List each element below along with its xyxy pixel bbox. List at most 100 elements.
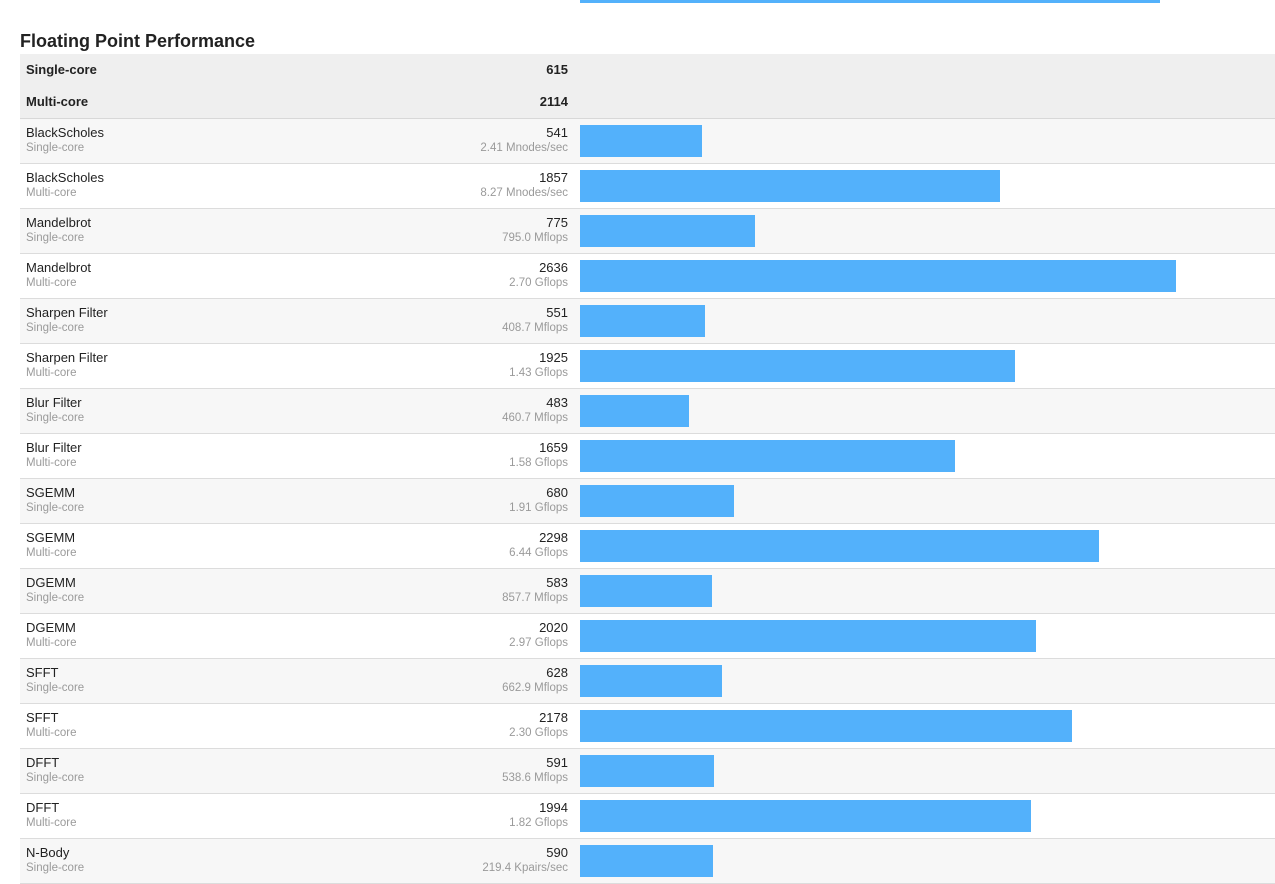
section-title: Floating Point Performance [20,31,256,51]
benchmark-row: Blur Filter Single-core 483 460.7 Mflops [20,389,1275,434]
benchmark-rate: 795.0 Mflops [502,232,568,244]
benchmark-score: 628 [546,665,568,680]
benchmark-score: 1925 [539,350,568,365]
benchmark-rate: 6.44 Gflops [509,547,568,559]
benchmark-mode: Single-core [26,142,85,154]
benchmark-score: 590 [546,845,568,860]
summary-label: Single-core [26,62,97,77]
benchmark-row: DFFT Single-core 591 538.6 Mflops [20,749,1275,794]
benchmark-mode: Single-core [26,322,85,334]
benchmark-score: 2178 [539,710,568,725]
score-bar [580,575,712,607]
benchmark-rate: 2.41 Mnodes/sec [480,142,568,154]
benchmark-score: 1659 [539,440,568,455]
benchmark-row: Sharpen Filter Single-core 551 408.7 Mflops [20,299,1275,344]
score-bar [580,0,1160,3]
benchmark-rate: 1.91 Gflops [509,502,568,514]
benchmark-mode: Single-core [26,412,85,424]
benchmark-mode: Single-core [26,682,85,694]
benchmark-rate: 2.70 Gflops [509,277,568,289]
benchmark-score: 551 [546,305,568,320]
summary-row-multi-core: Multi-core 2114 [20,86,1275,118]
benchmark-name: DGEMM [26,620,76,635]
benchmark-mode: Multi-core [26,277,77,289]
benchmark-score: 1857 [539,170,568,185]
benchmark-name: Blur Filter [26,395,82,410]
benchmark-row: DGEMM Single-core 583 857.7 Mflops [20,569,1275,614]
benchmark-rate: 662.9 Mflops [502,682,568,694]
summary-label: Multi-core [26,94,89,109]
benchmark-rate: 460.7 Mflops [502,412,568,424]
benchmark-row: Mandelbrot Multi-core 2636 2.70 Gflops [20,254,1275,299]
benchmark-rate: 219.4 Kpairs/sec [482,862,568,874]
benchmark-rate: 1.43 Gflops [509,367,568,379]
benchmark-mode: Single-core [26,592,85,604]
benchmark-score: 1994 [539,800,568,815]
benchmark-mode: Multi-core [26,187,77,199]
benchmark-rate: 408.7 Mflops [502,322,568,334]
benchmark-rate: 538.6 Mflops [502,772,568,784]
score-bar [580,530,1100,562]
benchmark-score: 591 [546,755,568,770]
benchmark-row: BlackScholes Single-core 541 2.41 Mnodes/se… [20,119,1275,164]
benchmark-rate: 1.82 Gflops [509,817,568,829]
benchmark-name: DGEMM [26,575,76,590]
benchmark-name: SFFT [26,710,59,725]
benchmark-name: BlackScholes [26,170,105,185]
summary-row-single-core: Single-core 615 [20,54,1275,86]
benchmark-name: BlackScholes [26,125,105,140]
benchmark-name: N-Body [26,845,70,860]
benchmark-score: 2298 [539,530,568,545]
benchmark-mode: Single-core [26,862,85,874]
benchmark-row: SGEMM Single-core 680 1.91 Gflops [20,479,1275,524]
benchmark-rate: 2.97 Gflops [509,637,568,649]
benchmark-row: Sharpen Filter Multi-core 1925 1.43 Gflops [20,344,1275,389]
score-bar [580,350,1015,382]
benchmark-score: 2636 [539,260,568,275]
benchmark-row: BlackScholes Multi-core 1857 8.27 Mnodes/se… [20,164,1275,209]
score-bar [580,125,703,157]
benchmark-score: 541 [546,125,568,140]
benchmark-name: Sharpen Filter [26,305,108,320]
score-bar [580,215,756,247]
benchmark-row: Mandelbrot Single-core 775 795.0 Mflops [20,209,1275,254]
score-bar [580,710,1073,742]
benchmark-score: 583 [546,575,568,590]
summary-score: 615 [546,62,568,77]
benchmark-rate: 2.30 Gflops [509,727,568,739]
summary-block: Single-core 615 Multi-core 2114 [20,54,1275,119]
previous-section-tail [20,0,1275,4]
benchmark-mode: Single-core [26,232,85,244]
benchmark-name: SGEMM [26,485,76,500]
benchmark-name: Blur Filter [26,440,82,455]
benchmark-mode: Multi-core [26,637,77,649]
benchmark-table: Single-core 615 Multi-core 2114 BlackSchole… [20,54,1275,884]
benchmark-score: 775 [546,215,568,230]
benchmark-mode: Multi-core [26,547,77,559]
benchmark-name: Sharpen Filter [26,350,108,365]
benchmark-rate: 857.7 Mflops [502,592,568,604]
score-bar [580,485,734,517]
benchmark-row: SGEMM Multi-core 2298 6.44 Gflops [20,524,1275,569]
benchmark-score: 2020 [539,620,568,635]
score-bar [580,305,705,337]
benchmark-row: SFFT Multi-core 2178 2.30 Gflops [20,704,1275,749]
benchmark-name: DFFT [26,755,60,770]
benchmark-row: Blur Filter Multi-core 1659 1.58 Gflops [20,434,1275,479]
score-bar [580,800,1031,832]
benchmark-mode: Multi-core [26,727,77,739]
benchmark-score: 483 [546,395,568,410]
benchmark-row: DGEMM Multi-core 2020 2.97 Gflops [20,614,1275,659]
score-bar [580,395,690,427]
benchmark-name: Mandelbrot [26,215,92,230]
score-bar [580,755,714,787]
benchmark-score: 680 [546,485,568,500]
benchmark-rows: BlackScholes Single-core 541 2.41 Mnodes/se… [20,119,1275,884]
benchmark-name: Mandelbrot [26,260,92,275]
benchmark-rate: 8.27 Mnodes/sec [480,187,568,199]
benchmark-name: DFFT [26,800,60,815]
benchmark-row: SFFT Single-core 628 662.9 Mflops [20,659,1275,704]
benchmark-rate: 1.58 Gflops [509,457,568,469]
score-bar [580,845,714,877]
summary-score: 2114 [539,94,568,109]
